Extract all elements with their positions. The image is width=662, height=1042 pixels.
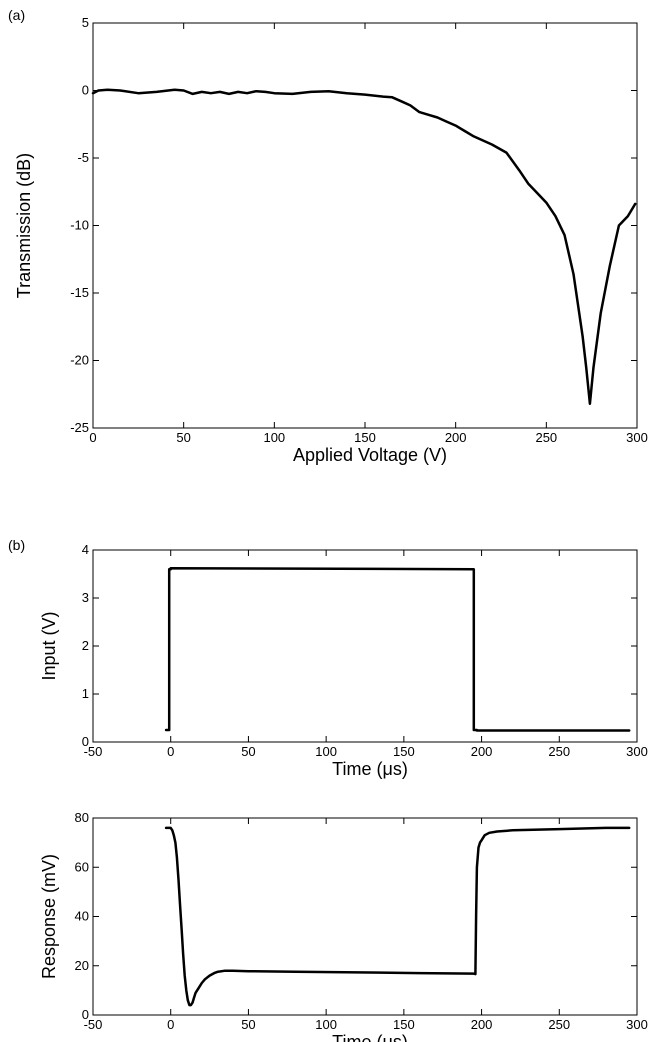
y-tick-label: 4 — [82, 542, 89, 557]
y-tick-label: 20 — [75, 958, 89, 973]
x-tick-label: 100 — [263, 430, 285, 445]
y-tick-label: 80 — [75, 810, 89, 825]
y-tick-label: -10 — [70, 218, 89, 233]
x-tick-label: -50 — [84, 1017, 103, 1032]
x-tick-label: 0 — [167, 744, 174, 759]
x-tick-label: 200 — [471, 1017, 493, 1032]
x-tick-label: 0 — [89, 430, 96, 445]
x-tick-label: 200 — [471, 744, 493, 759]
y-tick-label: 40 — [75, 909, 89, 924]
plot-frame — [92, 22, 638, 429]
y-tick-label: 0 — [82, 734, 89, 749]
x-tick-label: 50 — [241, 744, 255, 759]
x-tick-label: 50 — [176, 430, 190, 445]
x-tick-label: 300 — [626, 430, 648, 445]
y-tick-label: 0 — [82, 1007, 89, 1022]
x-tick-label: 250 — [548, 744, 570, 759]
y-axis-label: Input (V) — [39, 611, 59, 680]
x-tick-label: 150 — [393, 1017, 415, 1032]
x-axis-label: Time (μs) — [332, 1032, 408, 1042]
x-tick-label: 0 — [167, 1017, 174, 1032]
x-tick-label: 100 — [315, 744, 337, 759]
x-tick-label: 150 — [393, 744, 415, 759]
series-line-1 — [164, 566, 631, 732]
x-tick-label: 100 — [315, 1017, 337, 1032]
y-tick-label: 60 — [75, 859, 89, 874]
y-axis-label: Transmission (dB) — [14, 153, 34, 298]
y-tick-label: -20 — [70, 353, 89, 368]
series-line-1 — [91, 88, 637, 405]
y-tick-label: 3 — [82, 590, 89, 605]
y-tick-label: -15 — [70, 285, 89, 300]
y-tick-label: -25 — [70, 420, 89, 435]
y-tick-label: 1 — [82, 686, 89, 701]
x-tick-label: 150 — [354, 430, 376, 445]
x-axis-label: Applied Voltage (V) — [293, 445, 447, 465]
plot-frame — [92, 549, 638, 743]
series-line-1 — [164, 826, 631, 1007]
x-tick-label: 200 — [445, 430, 467, 445]
y-axis-label: Response (mV) — [39, 854, 59, 979]
x-tick-label: 50 — [241, 1017, 255, 1032]
y-tick-label: 2 — [82, 638, 89, 653]
y-tick-label: -5 — [77, 150, 89, 165]
x-tick-label: 250 — [535, 430, 557, 445]
panel-label: (b) — [8, 537, 25, 553]
panel-label: (a) — [8, 7, 25, 23]
x-axis-label: Time (μs) — [332, 759, 408, 779]
x-tick-label: -50 — [84, 744, 103, 759]
chart-panel-1: 0 50 100 150 200 250 300 -25 -20 -15 -10 -5 0 5 Applie… — [8, 7, 648, 465]
x-tick-label: 250 — [548, 1017, 570, 1032]
x-tick-label: 300 — [626, 1017, 648, 1032]
y-tick-label: 0 — [82, 83, 89, 98]
x-tick-label: 300 — [626, 744, 648, 759]
plot-frame — [92, 817, 638, 1016]
y-tick-label: 5 — [82, 15, 89, 30]
